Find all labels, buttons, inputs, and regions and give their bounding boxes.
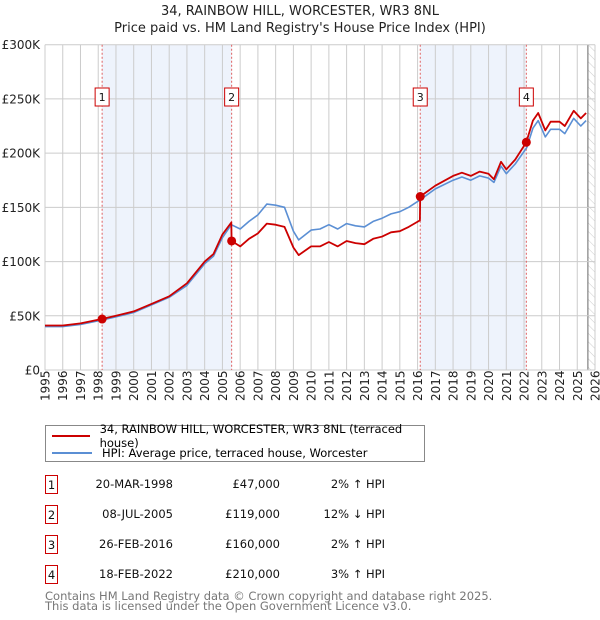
legend: 34, RAINBOW HILL, WORCESTER, WR3 8NL (te… — [45, 422, 425, 462]
sale-number: 4 — [45, 565, 58, 584]
legend-swatch-property — [52, 435, 90, 437]
legend-label-property: 34, RAINBOW HILL, WORCESTER, WR3 8NL (te… — [99, 422, 403, 450]
footer-copyright: Contains HM Land Registry data © Crown c… — [45, 589, 493, 603]
sale-hpi-diff: 3% ↑ HPI — [330, 567, 385, 581]
x-tick-label: 2024 — [553, 370, 567, 401]
x-tick-label: 1998 — [92, 370, 106, 401]
sale-price: £160,000 — [225, 537, 280, 551]
x-tick-label: 2023 — [535, 370, 549, 401]
sale-price: £47,000 — [232, 477, 280, 491]
x-tick-label: 1997 — [74, 370, 88, 401]
x-tick-label: 2019 — [464, 370, 478, 401]
sale-row: 4 18-FEB-2022 £210,000 3% ↑ HPI — [45, 565, 385, 585]
sale-point — [97, 314, 107, 324]
x-tick-label: 2005 — [216, 370, 230, 401]
sale-label-number: 4 — [523, 91, 530, 104]
x-tick-label: 2003 — [180, 370, 194, 401]
legend-item-hpi: HPI: Average price, terraced house, Worc… — [46, 445, 367, 461]
y-tick-label: £250K — [2, 92, 42, 106]
x-tick-label: 2021 — [500, 370, 514, 401]
sale-row: 2 08-JUL-2005 £119,000 12% ↓ HPI — [45, 505, 385, 525]
sale-number: 3 — [45, 535, 58, 554]
x-tick-label: 2014 — [376, 370, 390, 401]
sale-date: 26-FEB-2016 — [99, 537, 173, 551]
x-tick-label: 2016 — [411, 370, 425, 401]
sale-point — [415, 192, 425, 202]
sale-price: £119,000 — [225, 507, 280, 521]
x-tick-label: 2015 — [393, 370, 407, 401]
sale-hpi-diff: 12% ↓ HPI — [323, 507, 385, 521]
footer-licence: This data is licensed under the Open Gov… — [45, 599, 412, 613]
sale-label-box — [412, 87, 428, 107]
x-tick-label: 2017 — [429, 370, 443, 401]
sale-label-box — [518, 87, 534, 107]
sale-date: 20-MAR-1998 — [95, 477, 173, 491]
x-tick-label: 2000 — [127, 370, 141, 401]
y-tick-label: £150K — [2, 201, 42, 215]
sale-hpi-diff: 2% ↑ HPI — [330, 537, 385, 551]
sale-date: 08-JUL-2005 — [102, 507, 173, 521]
x-tick-label: 1996 — [56, 370, 70, 401]
x-tick-label: 2010 — [305, 370, 319, 401]
sale-label-number: 1 — [99, 91, 106, 104]
x-tick-label: 2007 — [251, 370, 265, 401]
x-tick-label: 2026 — [589, 370, 600, 401]
price-chart: 1995 1996 1997 1998 1999 2000 2001 2002 2003 2004… — [2, 38, 600, 401]
x-tick-label: 2012 — [340, 370, 354, 401]
sale-label-number: 3 — [417, 91, 424, 104]
x-tick-label: 1999 — [109, 370, 123, 401]
x-tick-label: 2013 — [358, 370, 372, 401]
y-tick-label: £300K — [2, 38, 42, 52]
x-tick-label: 2002 — [163, 370, 177, 401]
sale-row: 3 26-FEB-2016 £160,000 2% ↑ HPI — [45, 535, 385, 555]
x-tick-label: 2011 — [322, 370, 336, 401]
sale-number: 2 — [45, 505, 58, 524]
x-tick-label: 2009 — [287, 370, 301, 401]
x-tick-label: 2008 — [269, 370, 283, 401]
sale-price: £210,000 — [225, 567, 280, 581]
y-tick-label: £100K — [2, 255, 42, 269]
y-tick-label: £50K — [9, 309, 41, 323]
chart-title: 34, RAINBOW HILL, WORCESTER, WR3 8NL — [160, 4, 440, 19]
x-tick-label: 2006 — [234, 370, 248, 401]
legend-swatch-hpi — [52, 452, 92, 454]
sale-point — [227, 236, 237, 246]
x-tick-label: 2018 — [447, 370, 461, 401]
x-tick-label: 1995 — [39, 370, 53, 401]
x-tick-label: 2020 — [482, 370, 496, 401]
legend-label-hpi: HPI: Average price, terraced house, Worc… — [102, 446, 368, 460]
x-tick-label: 2001 — [145, 370, 159, 401]
legend-item-property: 34, RAINBOW HILL, WORCESTER, WR3 8NL (te… — [46, 422, 424, 450]
sale-row: 1 20-MAR-1998 £47,000 2% ↑ HPI — [45, 475, 385, 495]
x-tick-label: 2004 — [198, 370, 212, 401]
sale-hpi-diff: 2% ↑ HPI — [330, 477, 385, 491]
y-tick-label: £0 — [25, 364, 40, 378]
y-tick-label: £200K — [2, 147, 42, 161]
sale-number: 1 — [45, 475, 58, 494]
sale-label-box — [224, 87, 240, 107]
chart-subtitle: Price paid vs. HM Land Registry's House … — [114, 21, 486, 36]
sale-point — [521, 137, 531, 147]
sale-label-number: 2 — [228, 91, 235, 104]
sale-date: 18-FEB-2022 — [99, 567, 173, 581]
x-tick-label: 2025 — [571, 370, 585, 401]
sale-label-box — [94, 87, 110, 107]
x-tick-label: 2022 — [518, 370, 532, 401]
